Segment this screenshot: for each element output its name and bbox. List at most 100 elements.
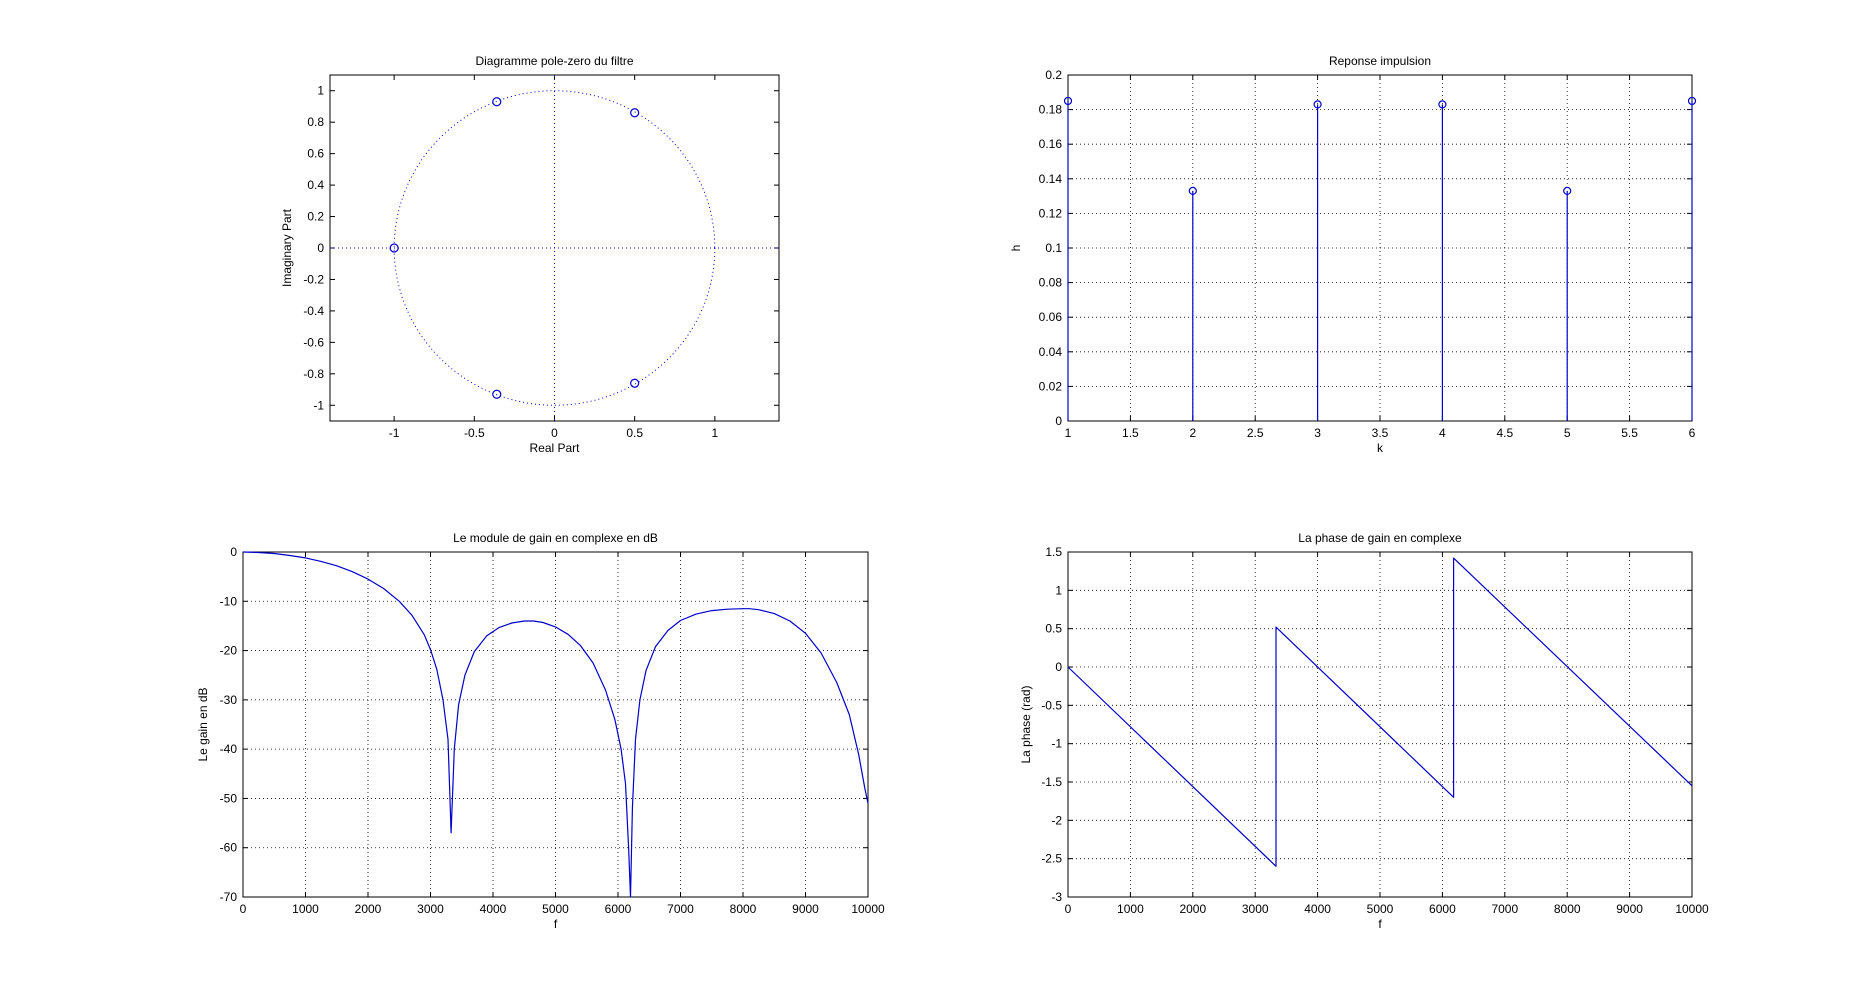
chart-title: Reponse impulsion (1329, 54, 1431, 68)
y-tick-label: 0.4 (307, 178, 324, 192)
y-tick-label: 0 (1055, 414, 1062, 428)
y-tick-label: -50 (220, 791, 238, 805)
x-axis-label: k (1377, 441, 1384, 455)
stem-marker (1313, 100, 1322, 109)
x-tick-label: 7000 (667, 902, 694, 916)
y-axis-label: Imaginary Part (280, 208, 294, 287)
x-tick-label: 9000 (792, 902, 819, 916)
y-tick-label: -1 (1051, 737, 1062, 751)
zero-marker (630, 108, 640, 118)
series-line (242, 551, 869, 898)
x-tick-label: -0.5 (464, 426, 485, 440)
x-tick-label: 3 (1314, 426, 1321, 440)
y-tick-label: 1.5 (1045, 545, 1062, 559)
stem-marker (1063, 96, 1073, 106)
x-tick-label: 0 (551, 426, 558, 440)
y-tick-label: -1 (313, 398, 324, 412)
x-tick-label: 5000 (542, 902, 569, 916)
x-tick-label: 2000 (1179, 902, 1206, 916)
y-tick-label: -40 (220, 742, 238, 756)
y-tick-label: 0.5 (1045, 622, 1062, 636)
x-tick-label: -1 (389, 426, 400, 440)
y-tick-label: -10 (220, 594, 238, 608)
y-tick-label: 0.8 (307, 115, 324, 129)
zero-marker (492, 389, 502, 399)
x-tick-label: 4000 (480, 902, 507, 916)
x-tick-label: 8000 (730, 902, 757, 916)
y-tick-label: 0.6 (307, 147, 324, 161)
y-tick-label: -0.5 (1041, 698, 1062, 712)
x-tick-label: 1 (712, 426, 719, 440)
y-tick-label: 0.08 (1039, 276, 1063, 290)
x-tick-label: 6 (1689, 426, 1696, 440)
x-tick-label: 0 (1065, 902, 1072, 916)
x-tick-label: 0 (240, 902, 247, 916)
x-tick-label: 3000 (1242, 902, 1269, 916)
x-tick-label: 3.5 (1372, 426, 1389, 440)
x-tick-label: 2 (1189, 426, 1196, 440)
y-tick-label: -20 (220, 644, 238, 658)
y-axis-label: Le gain en dB (196, 687, 210, 761)
y-tick-label: -0.4 (303, 304, 324, 318)
x-tick-label: 3000 (417, 902, 444, 916)
x-axis-label: Real Part (529, 441, 580, 455)
x-tick-label: 6000 (605, 902, 632, 916)
x-tick-label: 8000 (1554, 902, 1581, 916)
subplot-2: 1 1.5 2 2.5 3 3.5 4 4.5 5 5.5 6 0 0.02 0.04 0.06 0.08 0.… (1009, 54, 1697, 455)
y-tick-label: 1 (1055, 583, 1062, 597)
y-tick-label: -2 (1051, 813, 1062, 827)
chart-title: La phase de gain en complexe (1298, 531, 1462, 545)
x-tick-label: 5.5 (1621, 426, 1638, 440)
series-line (1067, 557, 1693, 867)
zero-marker (389, 243, 399, 253)
y-tick-label: 0.06 (1039, 310, 1063, 324)
y-tick-label: 0 (317, 241, 324, 255)
x-tick-label: 4.5 (1496, 426, 1513, 440)
x-tick-label: 10000 (851, 902, 885, 916)
y-tick-label: 0.1 (1045, 241, 1062, 255)
y-tick-label: 0.2 (307, 210, 324, 224)
x-tick-label: 7000 (1491, 902, 1518, 916)
x-tick-label: 0.5 (626, 426, 643, 440)
zero-marker (492, 97, 502, 107)
x-tick-label: 5000 (1367, 902, 1394, 916)
chart-title: Le module de gain en complexe en dB (453, 531, 658, 545)
x-tick-label: 6000 (1429, 902, 1456, 916)
y-tick-label: -30 (220, 693, 238, 707)
subplot-1: -1 -0.5 0 0.5 1 -1 -0.8 -0.6 -0.4 -0.2 0 0.2 0.4 0.6 0… (280, 54, 780, 455)
x-axis-label: f (1378, 917, 1382, 931)
y-tick-label: -2.5 (1041, 852, 1062, 866)
stem-marker (1687, 96, 1697, 106)
x-tick-label: 2.5 (1247, 426, 1264, 440)
x-tick-label: 2000 (355, 902, 382, 916)
y-tick-label: -0.8 (303, 367, 324, 381)
y-axis-label: h (1009, 245, 1023, 252)
y-tick-label: 0.16 (1039, 137, 1063, 151)
x-tick-label: 1000 (292, 902, 319, 916)
y-tick-label: 0.12 (1039, 206, 1063, 220)
y-axis-label: La phase (rad) (1019, 685, 1033, 763)
subplot-4: 0 1000 2000 3000 4000 5000 6000 7000 8000 9000 100… (1019, 531, 1709, 931)
x-axis-label: f (554, 917, 558, 931)
x-tick-label: 4000 (1304, 902, 1331, 916)
y-tick-label: 0.18 (1039, 103, 1063, 117)
y-tick-label: 0 (1055, 660, 1062, 674)
y-tick-label: -1.5 (1041, 775, 1062, 789)
x-tick-label: 1000 (1117, 902, 1144, 916)
x-tick-label: 1.5 (1122, 426, 1139, 440)
x-tick-label: 5 (1564, 426, 1571, 440)
y-tick-label: -70 (220, 890, 238, 904)
y-tick-label: 0.2 (1045, 68, 1062, 82)
y-tick-label: 0.04 (1039, 345, 1063, 359)
y-tick-label: 0 (230, 545, 237, 559)
y-tick-label: -0.6 (303, 335, 324, 349)
x-tick-label: 1 (1065, 426, 1072, 440)
y-tick-label: -3 (1051, 890, 1062, 904)
zero-marker (630, 378, 640, 388)
stem-marker (1563, 186, 1572, 196)
unit-circle (393, 90, 716, 406)
stem-marker (1438, 100, 1447, 109)
y-tick-label: 0.14 (1039, 172, 1063, 186)
y-tick-label: -0.2 (303, 272, 324, 286)
